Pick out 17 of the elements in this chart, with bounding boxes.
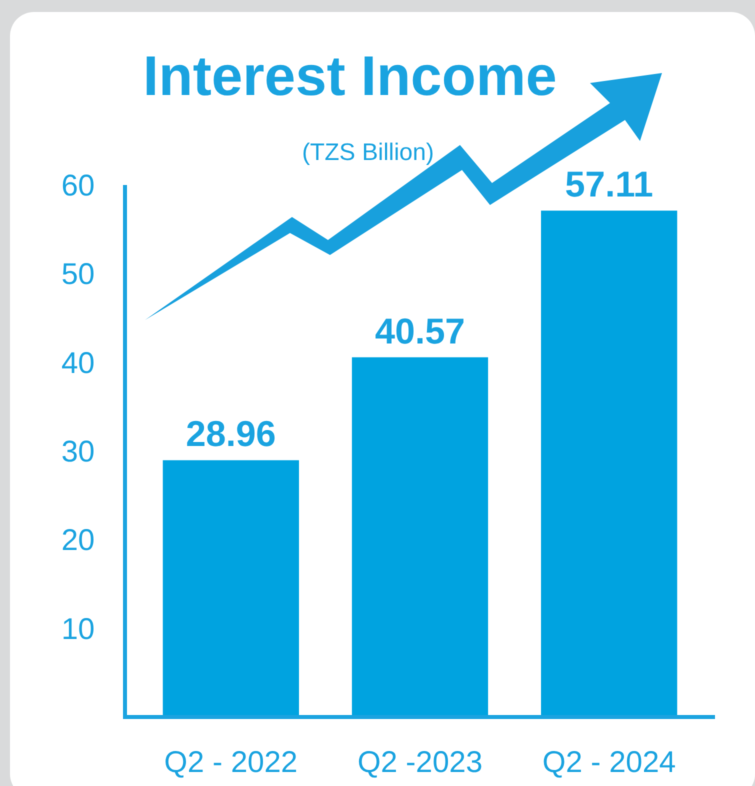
x-tick-label: Q2 - 2022 bbox=[164, 746, 298, 779]
y-tick-label: 20 bbox=[61, 524, 95, 558]
bar bbox=[352, 357, 488, 717]
data-label: 57.11 bbox=[565, 164, 654, 205]
x-tick-label: Q2 -2023 bbox=[357, 746, 483, 779]
data-label: 28.96 bbox=[186, 413, 276, 454]
y-tick-label: 10 bbox=[61, 612, 95, 646]
bar bbox=[541, 210, 678, 717]
bar bbox=[162, 460, 299, 717]
x-tick-label: Q2 - 2024 bbox=[542, 746, 676, 779]
data-label: 40.57 bbox=[374, 310, 466, 352]
y-tick-label: 30 bbox=[61, 436, 95, 468]
y-tick-label: 60 bbox=[61, 170, 95, 202]
chart-title: Interest Income bbox=[143, 44, 557, 107]
chart-subtitle: (TZS Billion) bbox=[302, 139, 434, 166]
y-tick-label: 40 bbox=[61, 346, 95, 380]
y-tick-label: 50 bbox=[61, 258, 95, 292]
